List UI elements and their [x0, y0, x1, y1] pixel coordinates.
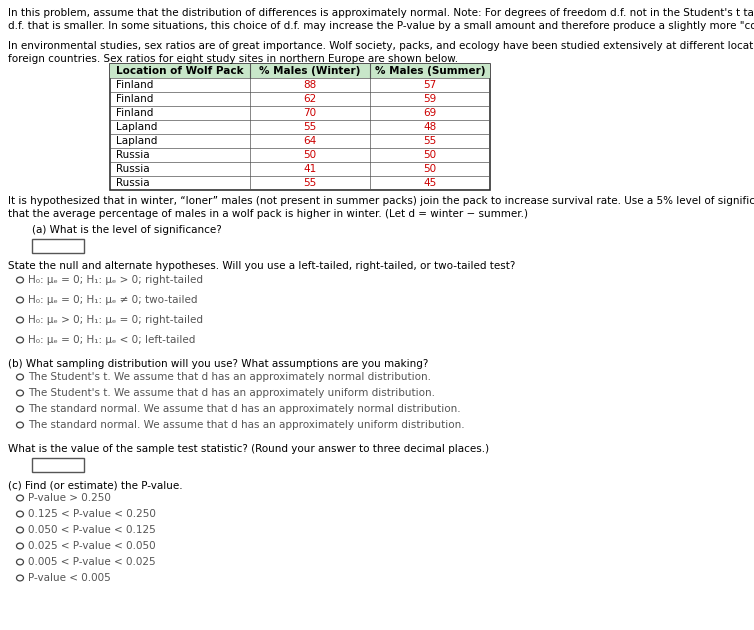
Text: Finland: Finland	[116, 108, 153, 118]
Bar	[110, 64, 490, 78]
Text: 69: 69	[424, 108, 437, 118]
Text: The Student's t. We assume that d has an approximately normal distribution.: The Student's t. We assume that d has an…	[28, 372, 431, 382]
Bar	[32, 239, 84, 253]
Text: Russia: Russia	[116, 164, 149, 174]
Text: that the average percentage of males in a wolf pack is higher in winter. (Let d : that the average percentage of males in …	[8, 209, 528, 219]
Text: 45: 45	[424, 178, 437, 188]
Text: Russia: Russia	[116, 150, 149, 160]
Text: 41: 41	[303, 164, 317, 174]
Text: 50: 50	[424, 164, 437, 174]
Text: 55: 55	[303, 178, 317, 188]
Text: It is hypothesized that in winter, “loner” males (not present in summer packs) j: It is hypothesized that in winter, “lone…	[8, 196, 754, 206]
Text: 0.050 < P-value < 0.125: 0.050 < P-value < 0.125	[28, 525, 156, 535]
Text: In environmental studies, sex ratios are of great importance. Wolf society, pack: In environmental studies, sex ratios are…	[8, 41, 754, 51]
Text: (c) Find (or estimate) the P-value.: (c) Find (or estimate) the P-value.	[8, 480, 182, 490]
Text: Russia: Russia	[116, 178, 149, 188]
Text: 70: 70	[303, 108, 317, 118]
Text: 0.005 < P-value < 0.025: 0.005 < P-value < 0.025	[28, 557, 155, 567]
Text: 57: 57	[424, 80, 437, 90]
Text: 62: 62	[303, 94, 317, 104]
Text: 50: 50	[303, 150, 317, 160]
Bar	[110, 64, 490, 190]
Text: 48: 48	[424, 122, 437, 132]
Text: In this problem, assume that the distribution of differences is approximately no: In this problem, assume that the distrib…	[8, 8, 754, 18]
Text: 55: 55	[303, 122, 317, 132]
Text: H₀: μₑ = 0; H₁: μₑ < 0; left-tailed: H₀: μₑ = 0; H₁: μₑ < 0; left-tailed	[28, 335, 195, 345]
Text: Location of Wolf Pack: Location of Wolf Pack	[116, 66, 244, 76]
Text: H₀: μₑ = 0; H₁: μₑ ≠ 0; two-tailed: H₀: μₑ = 0; H₁: μₑ ≠ 0; two-tailed	[28, 295, 198, 305]
Text: Finland: Finland	[116, 80, 153, 90]
Text: 50: 50	[424, 150, 437, 160]
Text: The standard normal. We assume that d has an approximately normal distribution.: The standard normal. We assume that d ha…	[28, 404, 461, 414]
Text: (b) What sampling distribution will you use? What assumptions are you making?: (b) What sampling distribution will you …	[8, 359, 428, 369]
Text: 0.125 < P-value < 0.250: 0.125 < P-value < 0.250	[28, 509, 156, 519]
Text: P-value < 0.005: P-value < 0.005	[28, 573, 111, 583]
Text: (a) What is the level of significance?: (a) What is the level of significance?	[32, 225, 222, 235]
Text: 55: 55	[424, 136, 437, 146]
Text: foreign countries. Sex ratios for eight study sites in northern Europe are shown: foreign countries. Sex ratios for eight …	[8, 54, 458, 64]
Text: P-value > 0.250: P-value > 0.250	[28, 493, 111, 503]
Text: State the null and alternate hypotheses. Will you use a left-tailed, right-taile: State the null and alternate hypotheses.…	[8, 261, 516, 271]
Text: H₀: μₑ > 0; H₁: μₑ = 0; right-tailed: H₀: μₑ > 0; H₁: μₑ = 0; right-tailed	[28, 315, 203, 325]
Text: Lapland: Lapland	[116, 136, 158, 146]
Text: The standard normal. We assume that d has an approximately uniform distribution.: The standard normal. We assume that d ha…	[28, 420, 464, 430]
Text: % Males (Summer): % Males (Summer)	[375, 66, 486, 76]
Text: What is the value of the sample test statistic? (Round your answer to three deci: What is the value of the sample test sta…	[8, 444, 489, 454]
Text: Finland: Finland	[116, 94, 153, 104]
Text: 88: 88	[303, 80, 317, 90]
Text: % Males (Winter): % Males (Winter)	[259, 66, 360, 76]
Text: 59: 59	[424, 94, 437, 104]
Text: d.f. that is smaller. In some situations, this choice of d.f. may increase the P: d.f. that is smaller. In some situations…	[8, 21, 754, 31]
Bar	[32, 458, 84, 472]
Text: 64: 64	[303, 136, 317, 146]
Text: 0.025 < P-value < 0.050: 0.025 < P-value < 0.050	[28, 541, 155, 551]
Text: The Student's t. We assume that d has an approximately uniform distribution.: The Student's t. We assume that d has an…	[28, 388, 435, 398]
Text: H₀: μₑ = 0; H₁: μₑ > 0; right-tailed: H₀: μₑ = 0; H₁: μₑ > 0; right-tailed	[28, 275, 203, 285]
Text: Lapland: Lapland	[116, 122, 158, 132]
